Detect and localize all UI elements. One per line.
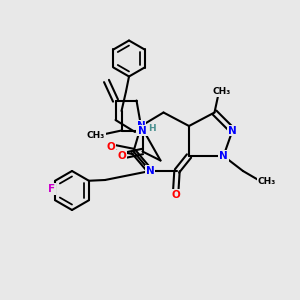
Text: O: O [171,190,180,200]
Text: CH₃: CH₃ [87,130,105,140]
Text: N: N [136,121,146,131]
Text: O: O [106,142,116,152]
Text: N: N [228,125,237,136]
Text: N: N [138,125,147,136]
Text: N: N [219,151,228,161]
Text: CH₃: CH₃ [213,87,231,96]
Text: F: F [48,184,55,194]
Text: CH₃: CH₃ [258,177,276,186]
Text: N: N [146,166,154,176]
Text: O: O [117,151,126,161]
Text: H: H [148,124,156,133]
